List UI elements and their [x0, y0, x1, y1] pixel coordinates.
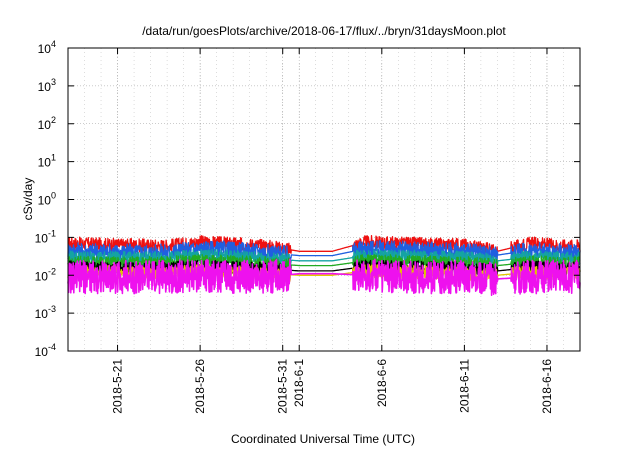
x-tick-label: 2018-5-21 — [111, 359, 125, 414]
y-tick-label: 100 — [38, 191, 56, 208]
x-tick-label: 2018-5-26 — [193, 359, 207, 414]
x-tick-label: 2018-6-6 — [375, 359, 389, 407]
x-tick-label: 2018-6-1 — [292, 359, 306, 407]
y-tick-label: 103 — [38, 77, 56, 94]
y-axis-label: cSv/day — [21, 178, 35, 221]
series-line — [67, 258, 581, 296]
y-tick-label: 10-4 — [35, 342, 56, 359]
y-tick-label: 10-1 — [35, 228, 56, 245]
y-tick-label: 10-3 — [35, 304, 56, 321]
axes: 10-4 10-3 10-2 10-1 100 101 102 103 104 2018-5-21… — [35, 39, 580, 414]
y-tick-label: 101 — [38, 153, 56, 170]
series-line — [67, 240, 581, 263]
grid — [68, 48, 580, 351]
chart-title: /data/run/goesPlots/archive/2018-06-17/f… — [142, 24, 506, 38]
x-tick-label: 2018-5-31 — [276, 359, 290, 414]
x-axis-label: Coordinated Universal Time (UTC) — [231, 432, 415, 446]
y-tick-label: 102 — [38, 115, 56, 132]
y-tick-label: 10-2 — [35, 266, 56, 283]
y-tick-label: 104 — [38, 39, 56, 56]
x-tick-label: 2018-6-11 — [457, 359, 471, 413]
x-tick-label: 2018-6-16 — [540, 359, 554, 414]
series-group — [67, 235, 581, 296]
